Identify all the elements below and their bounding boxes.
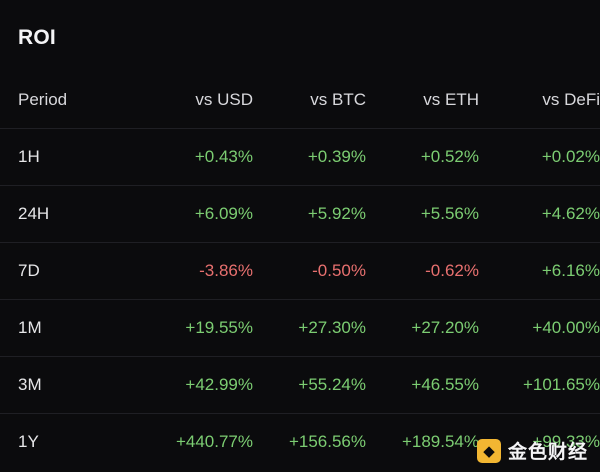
table-row: 1H +0.43% +0.39% +0.52% +0.02%	[0, 128, 600, 186]
roi-value-vs-eth: +189.54%	[366, 413, 479, 470]
table-row: 24H +6.09% +5.92% +5.56% +4.62%	[0, 185, 600, 243]
table-header-row: Period vs USD vs BTC vs ETH vs DeFi	[0, 72, 600, 129]
roi-value-vs-btc: +156.56%	[253, 413, 366, 470]
period-cell: 24H	[0, 185, 140, 243]
watermark: ◆ 金色财经	[476, 437, 588, 464]
roi-value-vs-defi: +4.62%	[479, 185, 600, 243]
period-cell: 1M	[0, 299, 140, 357]
roi-value-vs-usd: +440.77%	[140, 413, 253, 470]
roi-value-vs-btc: -0.50%	[253, 242, 366, 300]
roi-value-vs-btc: +0.39%	[253, 128, 366, 186]
roi-value-vs-eth: +5.56%	[366, 185, 479, 243]
column-header-vs-btc: vs BTC	[310, 90, 366, 109]
jinse-logo-icon: ◆	[476, 438, 501, 463]
roi-value-vs-defi: +0.02%	[479, 128, 600, 186]
column-header-vs-eth: vs ETH	[423, 90, 479, 109]
roi-value-vs-usd: +0.43%	[140, 128, 253, 186]
period-cell: 3M	[0, 356, 140, 414]
roi-value-vs-usd: +19.55%	[140, 299, 253, 357]
roi-value-vs-usd: -3.86%	[140, 242, 253, 300]
period-cell: 1H	[0, 128, 140, 186]
table-row: 1M +19.55% +27.30% +27.20% +40.00%	[0, 299, 600, 357]
roi-value-vs-eth: +0.52%	[366, 128, 479, 186]
card-title: ROI	[18, 26, 56, 49]
table-row: 1Y +440.77% +156.56% +189.54% +99.33%	[0, 413, 600, 470]
roi-value-vs-defi: +40.00%	[479, 299, 600, 357]
column-header-period: Period	[18, 90, 68, 109]
period-cell: 1Y	[0, 413, 140, 470]
roi-table: Period vs USD vs BTC vs ETH vs DeFi 1H +0…	[0, 72, 600, 470]
roi-value-vs-usd: +42.99%	[140, 356, 253, 414]
roi-value-vs-defi: +6.16%	[479, 242, 600, 300]
watermark-text: 金色财经	[507, 441, 588, 463]
roi-value-vs-btc: +27.30%	[253, 299, 366, 357]
table-row: 3M +42.99% +55.24% +46.55% +101.65%	[0, 356, 600, 414]
period-cell: 7D	[0, 242, 140, 300]
roi-value-vs-eth: +46.55%	[366, 356, 479, 414]
column-header-vs-usd: vs USD	[195, 90, 253, 109]
roi-value-vs-eth: +27.20%	[366, 299, 479, 357]
column-header-vs-defi: vs DeFi	[542, 90, 600, 109]
roi-value-vs-usd: +6.09%	[140, 185, 253, 243]
roi-value-vs-eth: -0.62%	[366, 242, 479, 300]
roi-value-vs-btc: +5.92%	[253, 185, 366, 243]
roi-value-vs-defi: +101.65%	[479, 356, 600, 414]
table-body: 1H +0.43% +0.39% +0.52% +0.02% 24H +6.09% +5.92…	[0, 128, 600, 470]
roi-value-vs-btc: +55.24%	[253, 356, 366, 414]
table-row: 7D -3.86% -0.50% -0.62% +6.16%	[0, 242, 600, 300]
